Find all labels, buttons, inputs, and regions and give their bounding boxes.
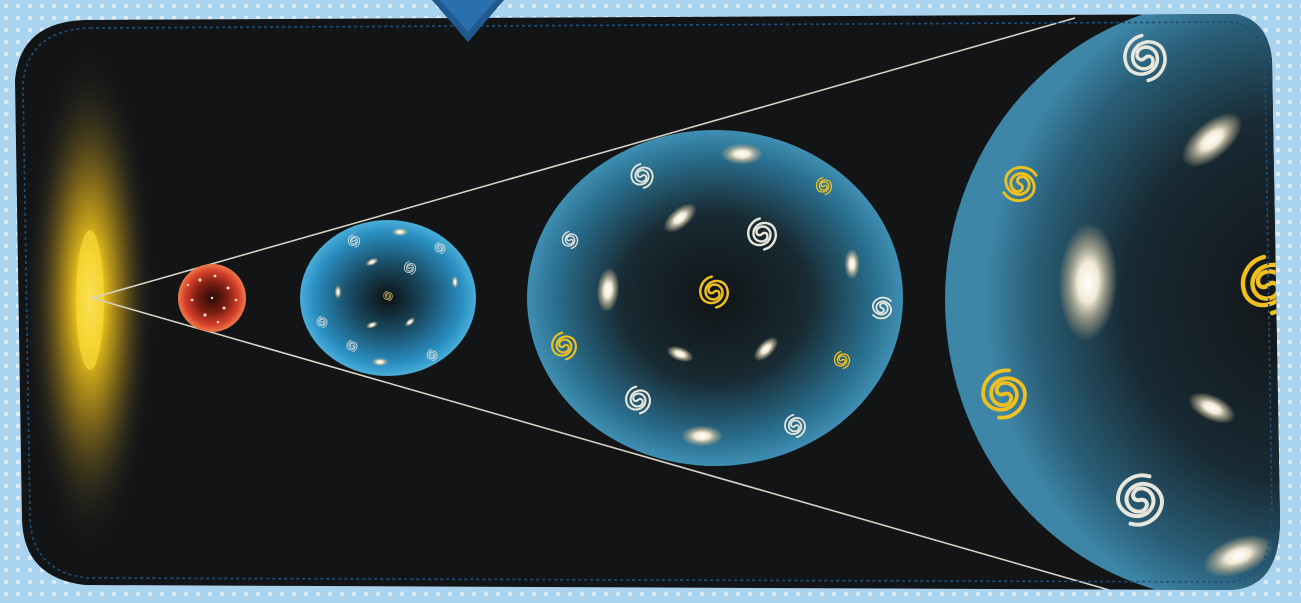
large-universe	[945, 14, 1280, 590]
early-hot-universe	[178, 264, 246, 332]
small-universe	[300, 220, 476, 376]
medium-universe	[527, 130, 903, 466]
cone-lower-line	[91, 297, 1131, 590]
panel-dotted-border	[22, 21, 1273, 583]
cone-upper-line	[91, 17, 1076, 299]
